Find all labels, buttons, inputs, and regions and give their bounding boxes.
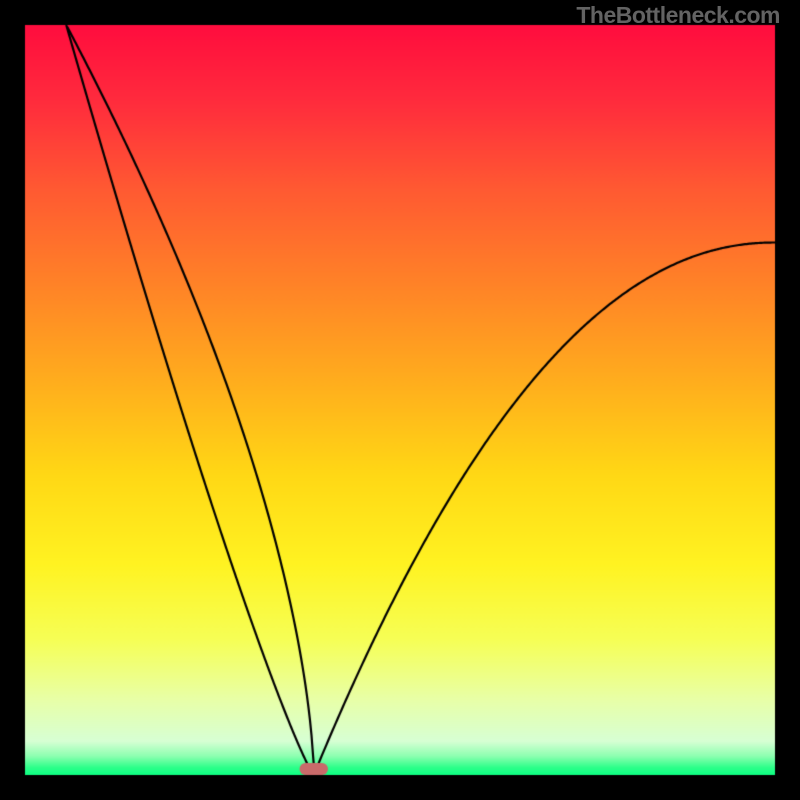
watermark-text: TheBottleneck.com <box>576 2 780 29</box>
bottleneck-curve-chart <box>0 0 800 800</box>
chart-container: TheBottleneck.com <box>0 0 800 800</box>
